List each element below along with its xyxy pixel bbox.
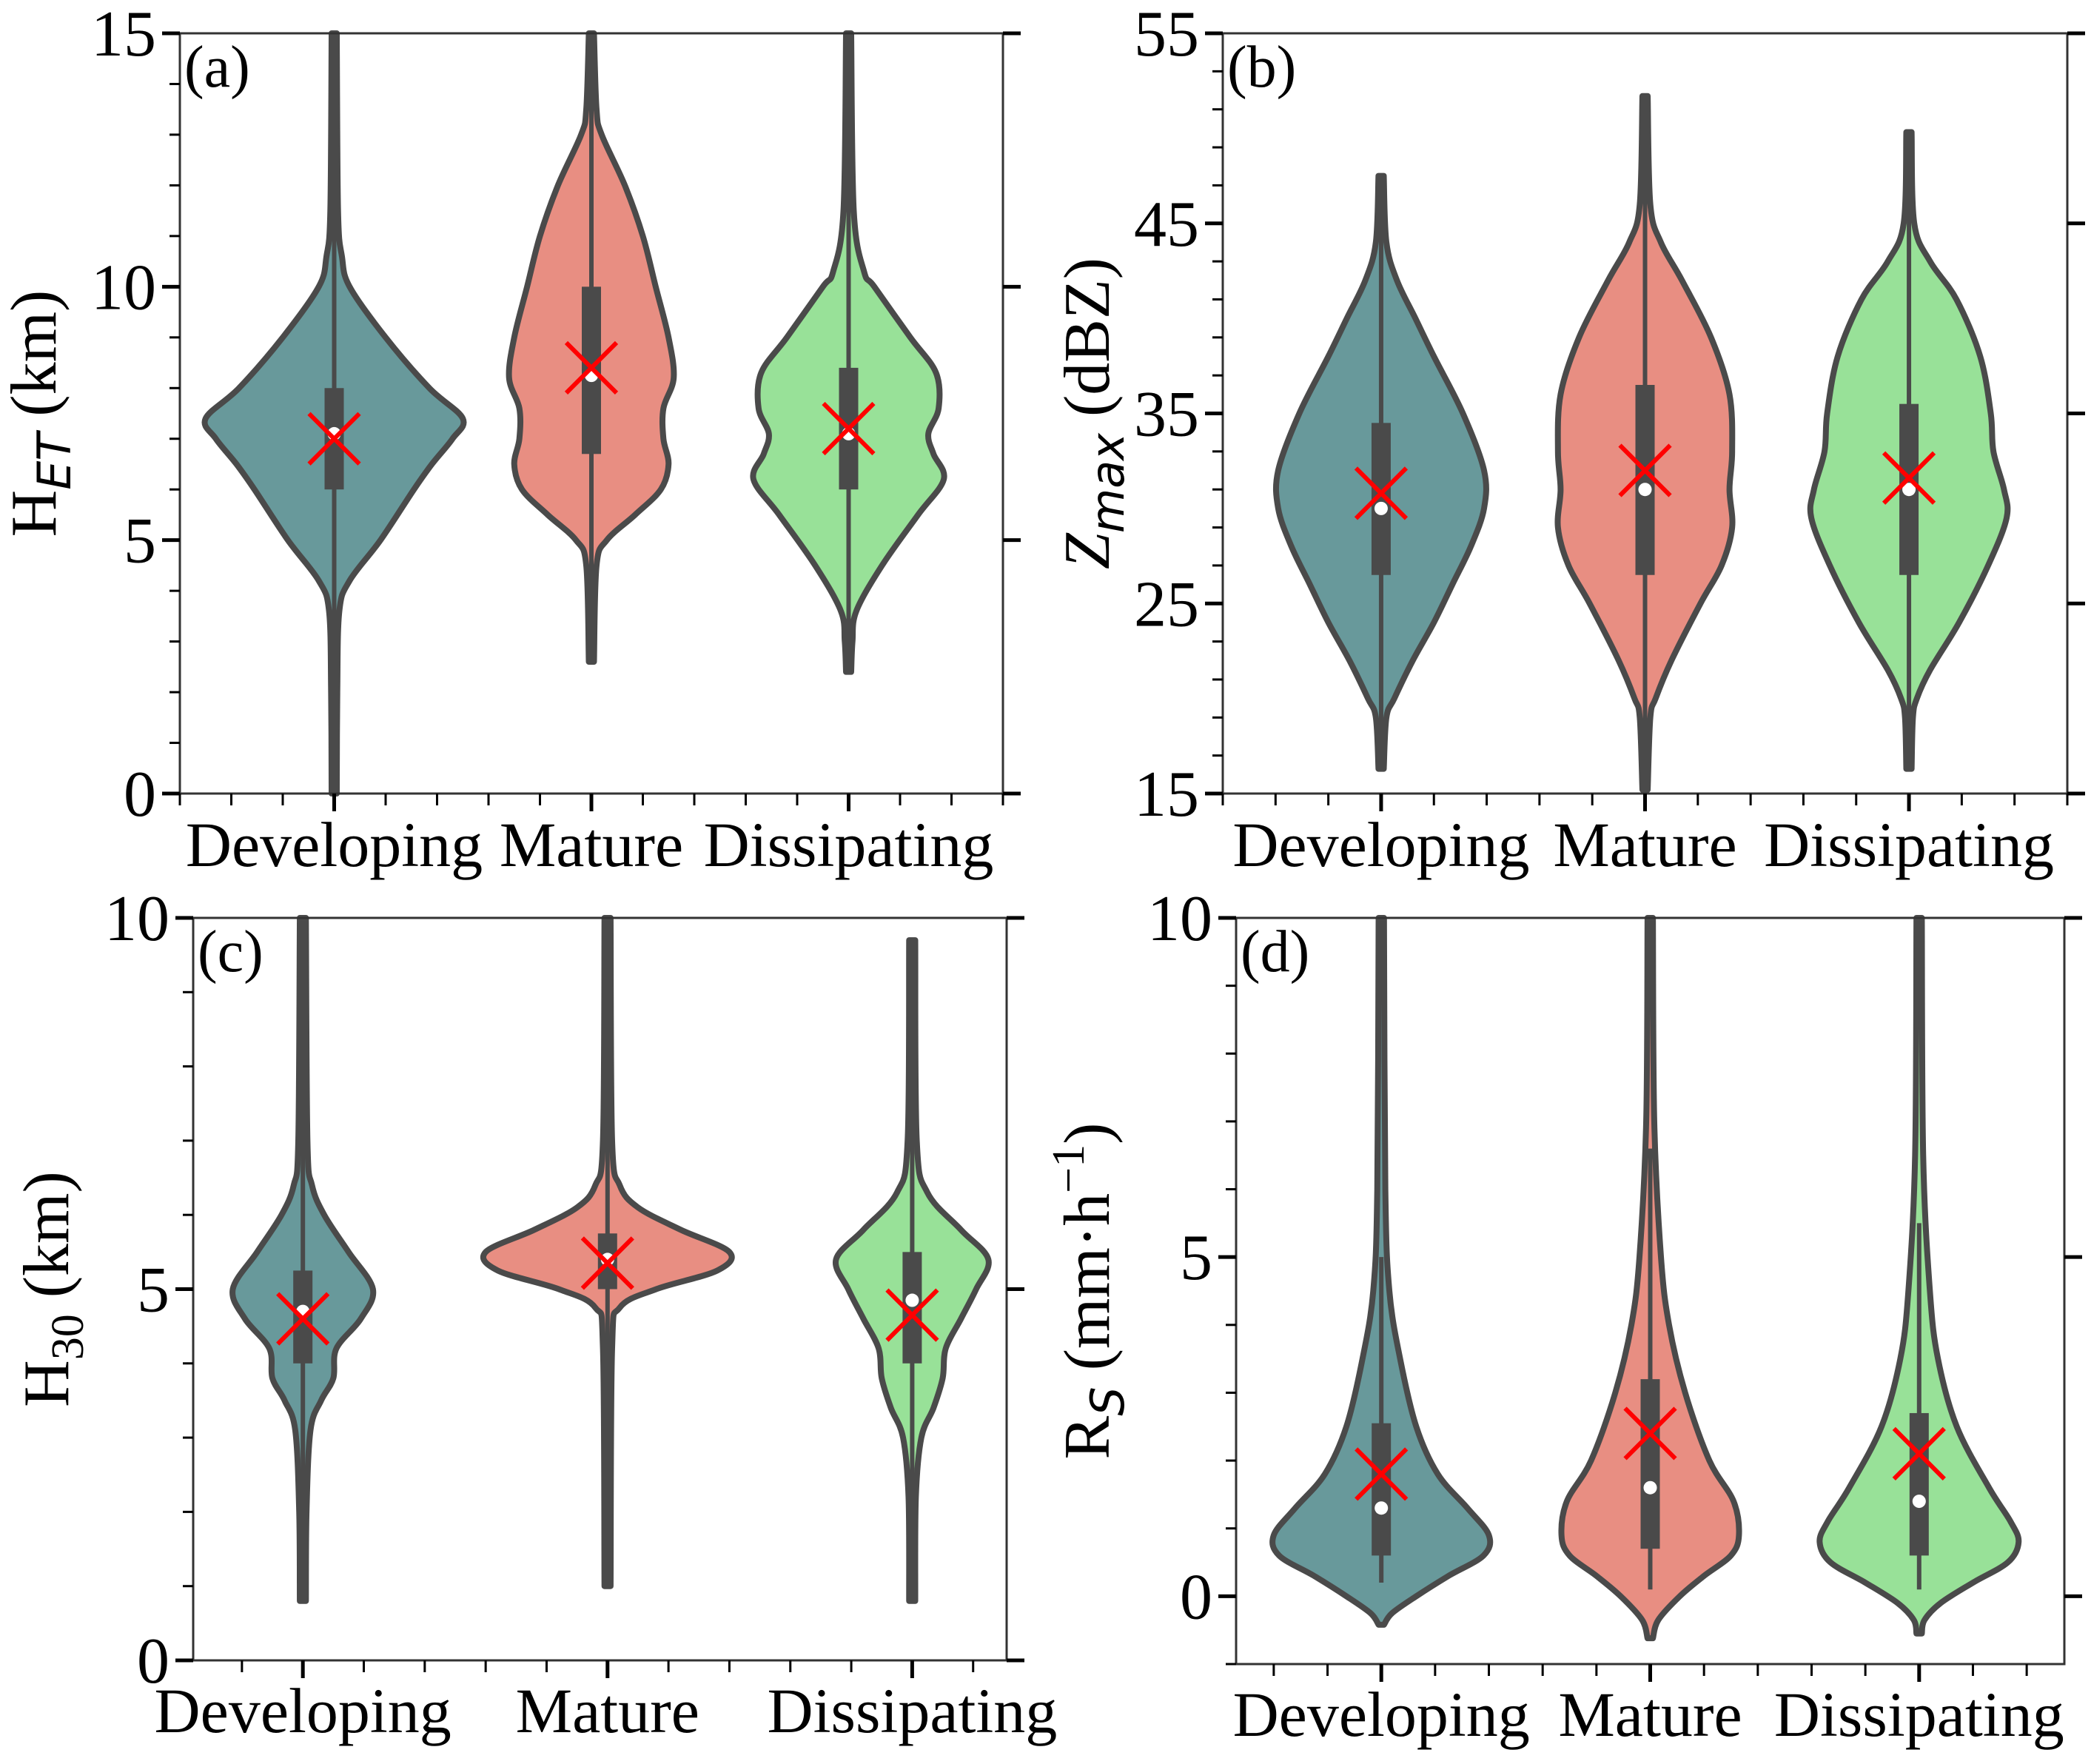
category-label: Developing — [1233, 1679, 1530, 1750]
mean-marker — [580, 1236, 634, 1290]
y-title-subscript: S — [1081, 1386, 1135, 1415]
y-title-main: H — [11, 1360, 83, 1407]
panel-d: Developing Mature Dissipating 0 5 10 (d) RS (mm… — [1044, 883, 2082, 1750]
y-tick-label: 15 — [91, 0, 156, 70]
y-tick-label: 35 — [1134, 379, 1199, 451]
category-label: Mature — [1558, 1679, 1742, 1750]
category-label: Developing — [186, 809, 483, 880]
panel-b: Developing Mature Dissipating 15 25 35 45 55 (b)… — [1052, 0, 2085, 880]
y-axis-title: H30 (km) — [11, 1171, 93, 1407]
y-title-superscript: −1 — [1044, 1144, 1094, 1193]
mean-marker — [307, 412, 361, 466]
category-label: Mature — [500, 809, 683, 880]
panel-label: (a) — [184, 35, 250, 100]
category-label: Dissipating — [1774, 1679, 2064, 1750]
y-tick-label: 25 — [1134, 569, 1199, 640]
mean-marker — [1892, 1426, 1946, 1481]
category-label: Dissipating — [1764, 809, 2054, 880]
y-title-main: Z — [1052, 532, 1124, 569]
y-title-subscript: ET — [27, 430, 81, 490]
category-label: Dissipating — [768, 1675, 1058, 1746]
y-title-unit: (mm·h — [1052, 1193, 1124, 1387]
y-tick-label: 15 — [1134, 759, 1199, 831]
y-tick-label: 10 — [91, 252, 156, 323]
category-label: Dissipating — [704, 809, 994, 880]
y-tick-label: 45 — [1134, 189, 1199, 261]
mean-marker — [1618, 443, 1672, 497]
y-axis-title: Zmax (dBZ) — [1052, 258, 1135, 569]
mean-marker — [885, 1288, 939, 1342]
y-title-main: H — [0, 490, 70, 537]
mean-marker — [1354, 466, 1409, 520]
panel-label: (c) — [198, 919, 264, 985]
panel-label: (b) — [1227, 35, 1296, 100]
iqr-box — [1909, 1412, 1929, 1556]
y-title-subscript: 30 — [43, 1314, 93, 1360]
mean-marker — [1623, 1406, 1677, 1461]
y-tick-label: 0 — [137, 1626, 170, 1697]
y-tick-label: 10 — [104, 883, 170, 955]
y-tick-label: 5 — [124, 506, 156, 577]
y-title-main: R — [1052, 1415, 1124, 1459]
mean-marker — [1882, 451, 1936, 505]
median-dot — [1902, 483, 1916, 497]
iqr-box — [1372, 1423, 1392, 1556]
mean-marker — [1355, 1447, 1409, 1501]
y-title-unit: (dBZ) — [1052, 258, 1124, 433]
y-title-subscript: max — [1081, 432, 1135, 533]
y-tick-label: 55 — [1134, 0, 1199, 70]
median-dot — [1638, 483, 1652, 497]
y-title-unit: (km) — [11, 1171, 83, 1314]
y-tick-label: 0 — [1180, 1561, 1212, 1633]
median-dot — [1643, 1480, 1657, 1495]
mean-marker — [564, 341, 619, 395]
mean-marker — [276, 1292, 330, 1346]
panel-a: Developing Mature Dissipating 0 5 10 15 (a) HET … — [0, 0, 1021, 880]
y-tick-label: 0 — [124, 759, 156, 831]
category-label: Mature — [1553, 809, 1736, 880]
median-dot — [1912, 1495, 1926, 1509]
panel-label: (d) — [1241, 919, 1309, 985]
y-title-close: ) — [1052, 1123, 1124, 1144]
y-tick-label: 10 — [1147, 883, 1212, 955]
category-label: Developing — [155, 1675, 452, 1746]
median-dot — [1375, 1501, 1389, 1515]
mean-marker — [822, 401, 876, 456]
y-tick-label: 5 — [137, 1255, 170, 1327]
panel-c: Developing Mature Dissipating 0 5 10 (c) H30 (k… — [11, 883, 1057, 1746]
category-label: Mature — [516, 1675, 699, 1746]
iqr-box — [1640, 1379, 1660, 1549]
median-dot — [905, 1293, 919, 1307]
y-title-unit: (km) — [0, 290, 70, 433]
y-tick-label: 5 — [1180, 1222, 1212, 1294]
y-axis-title: RS (mm·h−1) — [1044, 1123, 1135, 1460]
median-dot — [1374, 501, 1388, 515]
category-label: Developing — [1232, 809, 1529, 880]
y-axis-title: HET (km) — [0, 290, 81, 537]
